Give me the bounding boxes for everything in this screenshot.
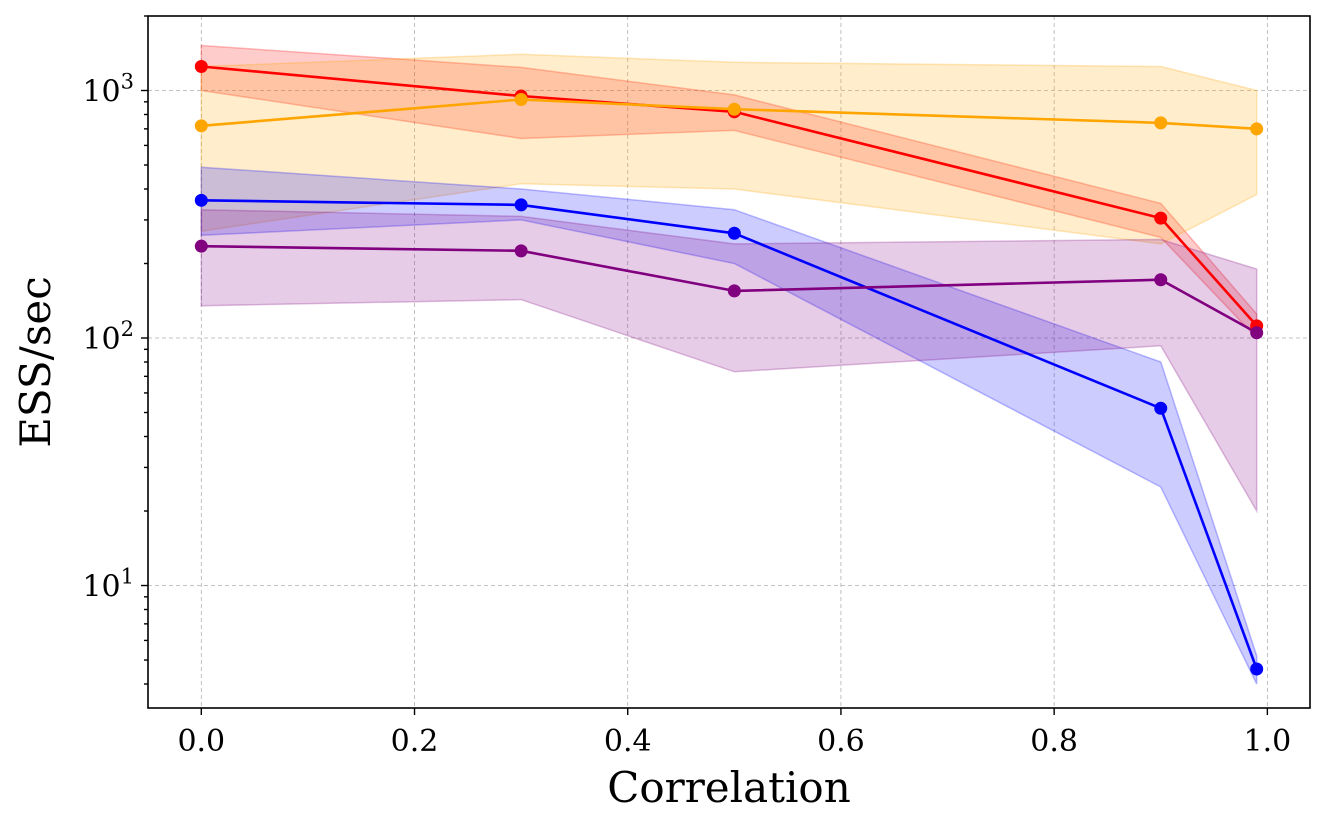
series-band xyxy=(200,53,1258,245)
x-tick-label: 0.8 xyxy=(1030,724,1078,759)
y-tick-label: 102 xyxy=(82,317,134,357)
data-point xyxy=(514,92,528,106)
x-tick-label: 0.4 xyxy=(604,724,652,759)
data-point xyxy=(1154,401,1168,415)
data-point xyxy=(1154,211,1168,225)
data-point xyxy=(514,244,528,258)
y-tick-label: 103 xyxy=(82,70,134,110)
data-point xyxy=(1250,122,1264,136)
data-point xyxy=(194,119,208,133)
data-point xyxy=(727,226,741,240)
y-tick-labels: 101 102 103 xyxy=(82,70,134,605)
x-tick-label: 1.0 xyxy=(1243,724,1291,759)
data-point xyxy=(194,239,208,253)
x-tick-label: 0.2 xyxy=(391,724,439,759)
x-tick-labels: 0.0 0.2 0.4 0.6 0.8 1.0 xyxy=(177,724,1291,759)
data-point xyxy=(1250,326,1264,340)
data-point xyxy=(727,284,741,298)
x-tick-label: 0.0 xyxy=(177,724,225,759)
y-axis-title: ESS/sec xyxy=(11,276,60,448)
data-point xyxy=(1250,662,1264,676)
axis-ticks xyxy=(141,15,1269,715)
grid xyxy=(148,16,1310,708)
data-point xyxy=(727,102,741,116)
uncertainty-bands xyxy=(200,44,1258,685)
x-tick-label: 0.6 xyxy=(817,724,865,759)
x-axis-title: Correlation xyxy=(607,763,851,812)
data-point xyxy=(1154,273,1168,287)
data-point xyxy=(194,193,208,207)
data-point xyxy=(1154,116,1168,130)
y-tick-label: 101 xyxy=(82,565,134,605)
data-point xyxy=(514,198,528,212)
series-band xyxy=(200,166,1258,685)
data-point xyxy=(194,60,208,74)
series-points xyxy=(194,60,1264,676)
